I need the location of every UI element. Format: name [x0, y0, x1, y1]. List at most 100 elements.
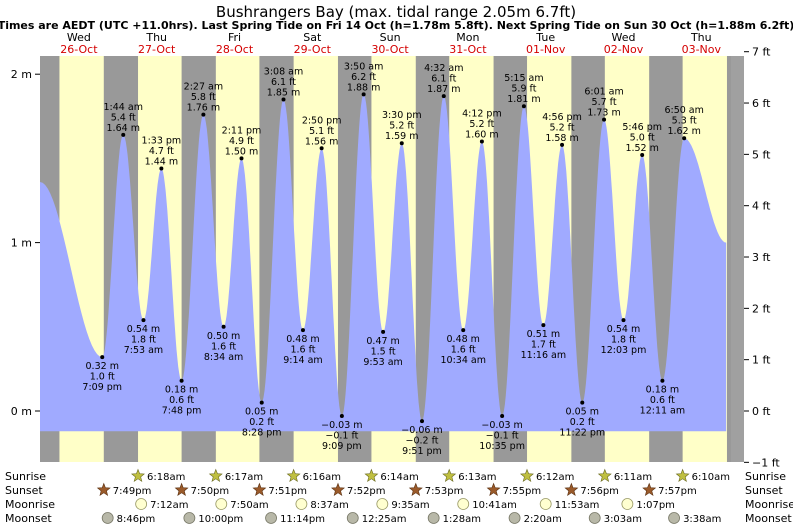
- low-tide-time: 9:14 am: [283, 355, 322, 366]
- low-tide-height-m: 0.51 m: [527, 329, 560, 340]
- sunset-icon: [331, 482, 345, 496]
- moonrise-icon: [457, 498, 470, 510]
- low-tide-height-ft: 0.2 ft: [249, 417, 274, 428]
- moonset-icon: [183, 512, 196, 524]
- tide-extreme-point: [159, 166, 164, 171]
- tide-extreme-point: [121, 132, 126, 137]
- low-tide-height-ft: 1.8 ft: [131, 335, 156, 346]
- sunrise-icon: [286, 468, 301, 482]
- low-tide-height-m: −0.03 m: [321, 420, 362, 431]
- sunset-time: 7:53pm: [425, 486, 464, 497]
- sunrise-time: 6:16am: [303, 472, 341, 483]
- sunrise-time: 6:10am: [692, 472, 730, 483]
- tide-labels: 0.32 m1.0 ft7:09 pm 1:44 am5.4 ft1.64 m 0.…: [82, 61, 703, 457]
- low-tide-height-ft: −0.1 ft: [486, 431, 519, 442]
- moonrise-time: 10:41am: [472, 500, 517, 511]
- high-tide-height-m: 1.52 m: [625, 143, 658, 154]
- moonrise-icon: [621, 498, 634, 510]
- sunset-icon: [486, 482, 501, 496]
- high-tide-time: 5:15 am: [504, 73, 543, 84]
- day-name: Sat: [303, 31, 322, 44]
- sunrise-row-label-right: Sunrise: [745, 470, 786, 483]
- moonrise-time: 7:50am: [230, 500, 268, 511]
- tide-extreme-point: [541, 323, 546, 328]
- day-name: Thu: [690, 31, 712, 44]
- moonset-icon: [101, 512, 114, 524]
- moonrise-icon: [215, 498, 228, 510]
- low-tide-time: 7:53 am: [124, 345, 163, 356]
- low-tide-height-m: 0.50 m: [207, 331, 240, 342]
- high-tide-height-m: 1.73 m: [587, 108, 620, 119]
- high-tide-time: 2:50 pm: [302, 115, 342, 126]
- tide-extreme-point: [580, 400, 585, 405]
- tide-extreme-point: [602, 117, 607, 122]
- sunset-icon: [408, 482, 423, 496]
- day-name: Mon: [456, 31, 479, 44]
- sunrise-icon: [597, 468, 612, 482]
- sunrise-time: 6:14am: [380, 472, 418, 483]
- high-tide-height-m: 1.85 m: [267, 87, 300, 98]
- sunrise-time: 6:13am: [458, 472, 496, 483]
- sunset-time: 7:56pm: [580, 486, 619, 497]
- low-tide-time: 8:34 am: [204, 352, 243, 363]
- high-tide-height-m: 1.64 m: [107, 123, 140, 134]
- moonset-time: 8:46pm: [117, 514, 156, 525]
- low-tide-height-ft: 0.2 ft: [570, 417, 595, 428]
- high-tide-time: 1:33 pm: [142, 136, 182, 147]
- high-tide-time: 3:50 am: [344, 61, 383, 72]
- tide-extreme-point: [399, 141, 404, 146]
- moonset-icon: [588, 512, 601, 524]
- moonrise-icon: [135, 498, 148, 510]
- moonset-time: 3:03am: [604, 514, 642, 525]
- sunrise-icon: [520, 468, 534, 482]
- right-axis-strip: [731, 56, 744, 462]
- tide-extreme-point: [660, 378, 665, 383]
- tide-extreme-point: [441, 94, 446, 99]
- sunrise-time: 6:18am: [147, 472, 185, 483]
- axes: 0 m 1 m 2 m −1 ft 0 ft 1 ft 2 ft 3 ft 4 ft 5 ft 6 …: [0, 31, 780, 469]
- moonrise-time: 1:07pm: [636, 500, 675, 511]
- chart-header: Bushrangers Bay (max. tidal range 2.05m …: [0, 3, 793, 32]
- high-tide-height-m: 1.62 m: [667, 126, 700, 137]
- sunset-time: 7:52pm: [347, 486, 386, 497]
- high-tide-height-ft: 4.9 ft: [229, 136, 254, 147]
- right-axis-tick-label: 4 ft: [752, 200, 771, 213]
- low-tide-time: 12:03 pm: [601, 345, 647, 356]
- right-axis-tick-label: 0 ft: [752, 405, 771, 418]
- low-tide-height-m: 0.05 m: [566, 407, 599, 418]
- low-tide-time: 9:09 pm: [322, 441, 362, 452]
- sunset-row-label-left: Sunset: [5, 484, 43, 497]
- high-tide-height-ft: 5.7 ft: [592, 97, 617, 108]
- moonrise-time: 9:35am: [391, 500, 429, 511]
- low-tide-height-ft: 1.5 ft: [371, 346, 396, 357]
- day-date: 27-Oct: [138, 43, 176, 56]
- low-tide-height-m: 0.54 m: [127, 324, 160, 335]
- tide-extreme-point: [500, 414, 505, 419]
- low-tide-height-ft: 1.0 ft: [90, 372, 115, 383]
- low-tide-height-m: −0.06 m: [401, 425, 442, 436]
- low-tide-time: 9:53 am: [363, 357, 402, 368]
- moonrise-icon: [539, 498, 552, 510]
- low-tide-time: 11:22 pm: [559, 428, 605, 439]
- high-tide-height-ft: 5.1 ft: [309, 126, 334, 137]
- high-tide-time: 5:46 pm: [622, 122, 662, 133]
- high-tide-height-ft: 6.1 ft: [431, 74, 456, 85]
- right-axis-tick-label: 5 ft: [752, 148, 771, 161]
- sunrise-icon: [131, 468, 145, 482]
- high-tide-height-m: 1.60 m: [465, 130, 498, 141]
- high-tide-height-ft: 5.2 ft: [389, 121, 414, 132]
- sunset-time: 7:51pm: [268, 486, 307, 497]
- high-tide-height-m: 1.59 m: [385, 131, 418, 142]
- high-tide-height-ft: 6.2 ft: [351, 72, 376, 83]
- day-name: Wed: [612, 31, 636, 44]
- high-tide-height-m: 1.81 m: [507, 94, 540, 105]
- sunrise-icon: [675, 468, 690, 482]
- moonrise-row-label-left: Moonrise: [5, 498, 55, 511]
- day-date: 31-Oct: [449, 43, 487, 56]
- chart-subtitle: Times are AEDT (UTC +11.0hrs). Last Spri…: [0, 19, 793, 32]
- low-tide-time: 12:11 am: [640, 406, 685, 417]
- low-tide-height-m: 0.05 m: [245, 407, 278, 418]
- high-tide-time: 3:30 pm: [382, 110, 422, 121]
- high-tide-height-m: 1.87 m: [427, 84, 460, 95]
